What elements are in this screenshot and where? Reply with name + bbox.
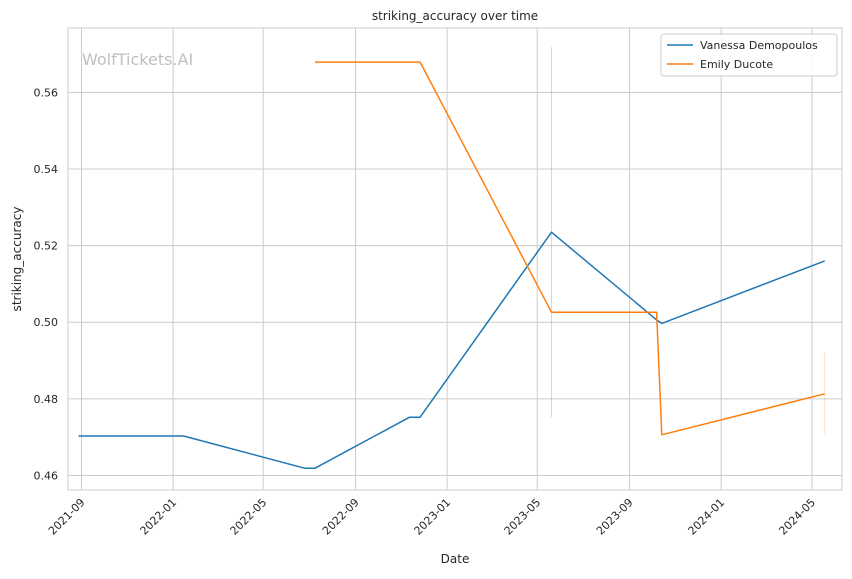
series-line-emily-ducote	[315, 61, 825, 436]
x-tick-label: 2024-05	[776, 496, 818, 538]
x-tick-label: 2023-05	[502, 496, 544, 538]
plot-frame	[67, 27, 843, 491]
y-tick-label: 0.46	[34, 469, 59, 482]
legend: Vanessa Demopoulos Emily Ducote	[660, 33, 838, 77]
legend-label-vanessa-demopoulos: Vanessa Demopoulos	[700, 39, 818, 52]
y-tick-labels: 0.46 0.48 0.50 0.52 0.54 0.56	[34, 86, 59, 482]
watermark: WolfTickets.AI	[82, 50, 193, 69]
y-tick-label: 0.52	[34, 240, 59, 253]
x-axis-label: Date	[441, 552, 470, 566]
chart-title: striking_accuracy over time	[372, 9, 538, 23]
x-tick-label: 2024-01	[686, 496, 728, 538]
y-tick-label: 0.50	[34, 316, 59, 329]
y-tick-label: 0.54	[34, 163, 59, 176]
x-tick-labels: 2021-09 2022-01 2022-05 2022-09 2023-01 2023-…	[46, 496, 818, 538]
y-tick-label: 0.56	[34, 86, 59, 99]
series-line-vanessa-demopoulos	[78, 231, 825, 469]
series-lines	[78, 61, 825, 469]
error-bars	[550, 47, 826, 435]
x-tick-label: 2022-09	[320, 496, 362, 538]
x-tick-label: 2022-05	[228, 496, 270, 538]
x-tick-label: 2022-01	[138, 496, 180, 538]
y-tick-label: 0.48	[34, 393, 59, 406]
x-tick-label: 2023-09	[594, 496, 636, 538]
grid	[68, 28, 842, 490]
y-axis-label: striking_accuracy	[10, 207, 24, 312]
legend-frame	[660, 33, 838, 77]
x-tick-label: 2023-01	[412, 496, 454, 538]
legend-label-emily-ducote: Emily Ducote	[700, 58, 773, 71]
x-tick-label: 2021-09	[46, 496, 88, 538]
